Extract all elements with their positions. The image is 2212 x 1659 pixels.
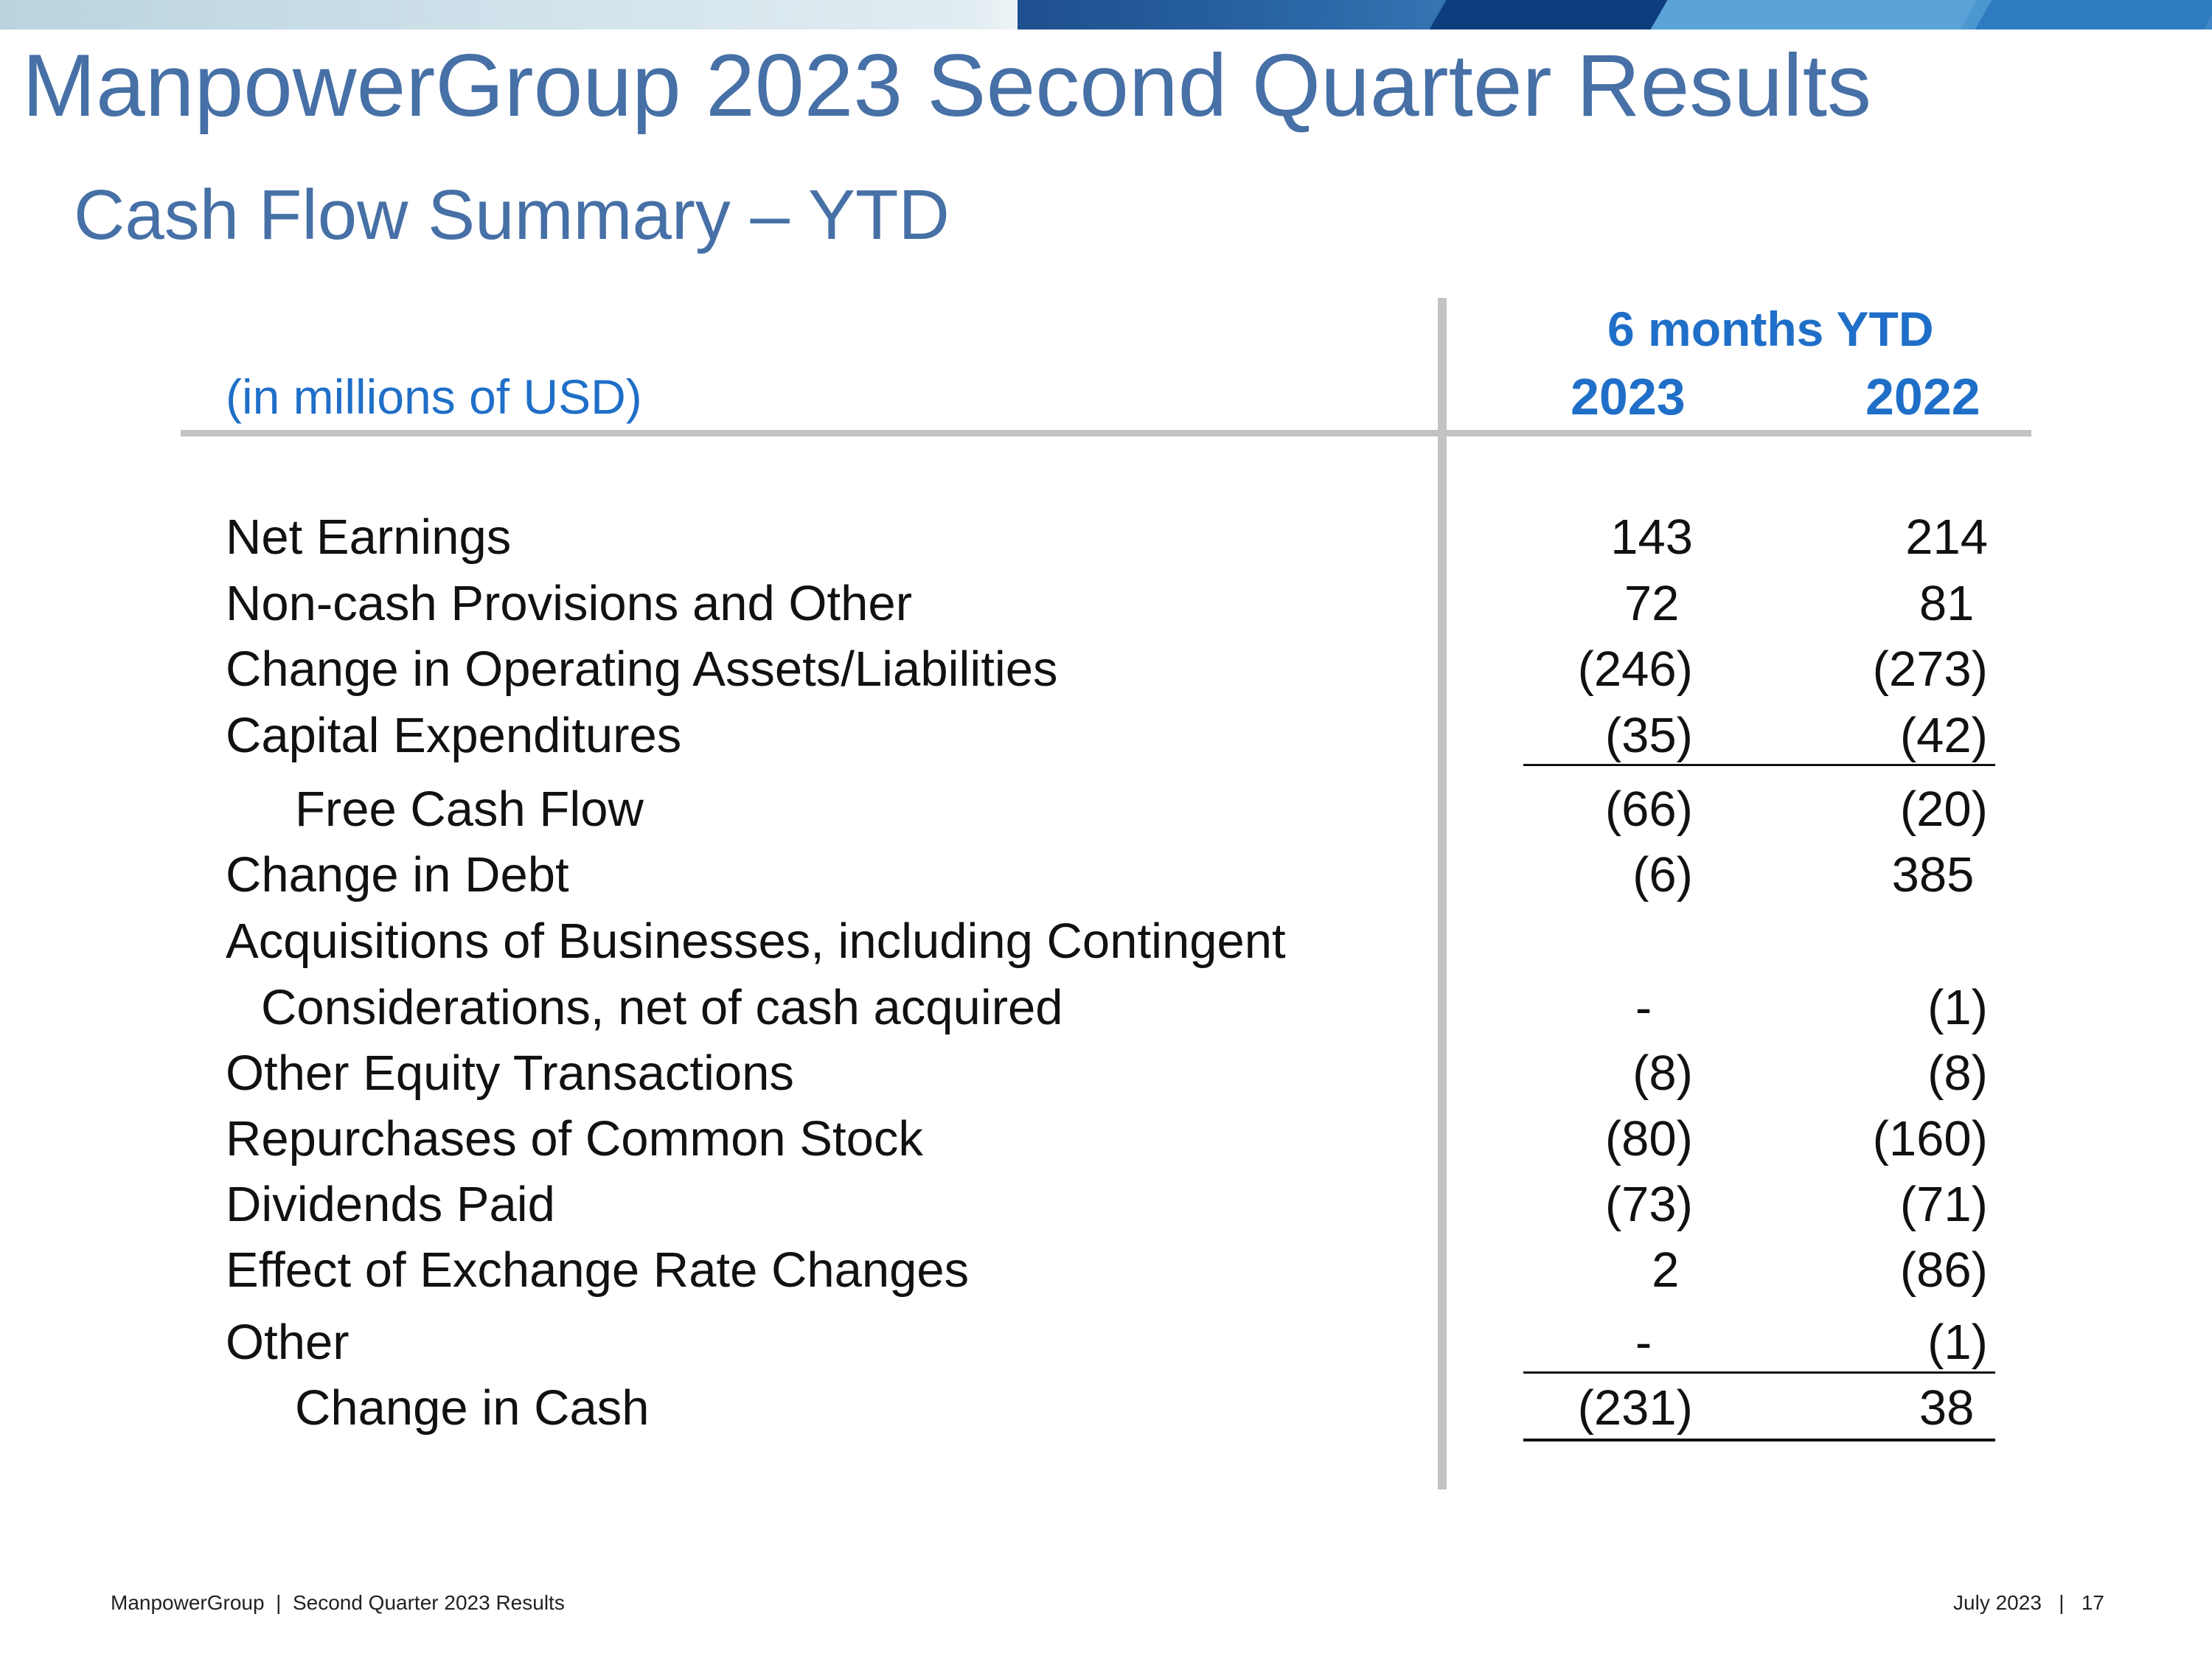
- value-2022: (1): [1927, 980, 1988, 1035]
- table-row: Other Equity Transactions (8) (8): [0, 1040, 2212, 1107]
- table-row: Change in Operating Assets/Liabilities (…: [0, 636, 2212, 703]
- table-row-total: Change in Cash (231) 38: [0, 1375, 2212, 1441]
- value-2023: 143: [1610, 509, 1693, 565]
- table-row-subtotal: Free Cash Flow (66) (20): [0, 776, 2212, 843]
- subtotal-rule: [1523, 764, 1995, 766]
- table-row: Other - (1): [0, 1310, 2212, 1376]
- slide-title: ManpowerGroup 2023 Second Quarter Result…: [22, 36, 1872, 135]
- value-2022: 214: [1905, 509, 1988, 565]
- banner-stripe: [1650, 0, 1978, 29]
- row-label: Change in Operating Assets/Liabilities: [226, 641, 1058, 697]
- row-label: Capital Expenditures: [226, 708, 682, 763]
- value-2023: (246): [1577, 641, 1693, 697]
- value-2023: 72: [1624, 576, 1693, 631]
- footer-date-page: July 2023 | 17: [1953, 1591, 2104, 1614]
- row-label: Considerations, net of cash acquired: [261, 980, 1063, 1035]
- table-row: Acquisitions of Businesses, including Co…: [0, 908, 2212, 975]
- row-label: Other: [226, 1315, 349, 1370]
- row-label: Dividends Paid: [226, 1177, 555, 1232]
- subtotal-rule: [1523, 1371, 1995, 1374]
- row-label: Effect of Exchange Rate Changes: [226, 1242, 970, 1298]
- row-label: Other Equity Transactions: [226, 1046, 794, 1101]
- value-2023: 2: [1652, 1242, 1693, 1298]
- value-2023: (231): [1577, 1380, 1693, 1436]
- table-row: Change in Debt (6) 385: [0, 842, 2212, 908]
- column-group-header: 6 months YTD: [1607, 302, 1934, 356]
- row-label: Repurchases of Common Stock: [226, 1111, 923, 1166]
- value-2022: 385: [1891, 847, 1988, 902]
- row-label: Acquisitions of Businesses, including Co…: [226, 914, 1286, 969]
- banner-stripe: [1429, 0, 1675, 29]
- value-2022: (8): [1927, 1046, 1988, 1101]
- row-label: Net Earnings: [226, 509, 512, 565]
- table-row: Net Earnings 143 214: [0, 504, 2212, 571]
- value-2022: (42): [1899, 708, 1988, 763]
- table-row: Non-cash Provisions and Other 72 81: [0, 571, 2212, 637]
- value-2022: (160): [1872, 1111, 1988, 1166]
- column-header-2022: 2022: [1865, 368, 1980, 425]
- column-divider: [1438, 298, 1447, 1489]
- table-row: Effect of Exchange Rate Changes 2 (86): [0, 1237, 2212, 1304]
- value-2022: (20): [1899, 782, 1988, 837]
- units-label: (in millions of USD): [226, 369, 642, 424]
- header-divider: [181, 430, 2031, 437]
- table-row: Repurchases of Common Stock (80) (160): [0, 1106, 2212, 1172]
- value-2023: (8): [1632, 1046, 1693, 1101]
- row-label: Change in Debt: [226, 847, 569, 902]
- table-row: Capital Expenditures (35) (42): [0, 703, 2212, 769]
- row-label: Free Cash Flow: [295, 782, 644, 837]
- value-2022: 38: [1919, 1380, 1988, 1436]
- value-2023: (66): [1604, 782, 1693, 837]
- value-2023: (35): [1604, 708, 1693, 763]
- footer-text: ManpowerGroup | Second Quarter 2023 Resu…: [111, 1591, 565, 1614]
- value-2023: (73): [1604, 1177, 1693, 1232]
- row-label: Change in Cash: [295, 1380, 650, 1436]
- table-row: Considerations, net of cash acquired - (…: [0, 975, 2212, 1041]
- value-2022: (273): [1872, 641, 1988, 697]
- value-2022: (1): [1927, 1315, 1988, 1370]
- banner-stripe: [1975, 0, 2212, 29]
- total-rule: [1523, 1439, 1995, 1441]
- value-2022: 81: [1919, 576, 1988, 631]
- value-2023: -: [1635, 980, 1693, 1035]
- table-row: Dividends Paid (73) (71): [0, 1172, 2212, 1238]
- value-2023: -: [1635, 1315, 1693, 1370]
- row-label: Non-cash Provisions and Other: [226, 576, 912, 631]
- value-2023: (6): [1632, 847, 1693, 902]
- value-2022: (86): [1899, 1242, 1988, 1298]
- slide-subtitle: Cash Flow Summary – YTD: [74, 175, 950, 254]
- value-2023: (80): [1604, 1111, 1693, 1166]
- header-banner: [0, 0, 2212, 29]
- value-2022: (71): [1899, 1177, 1988, 1232]
- column-header-2023: 2023: [1571, 368, 1686, 425]
